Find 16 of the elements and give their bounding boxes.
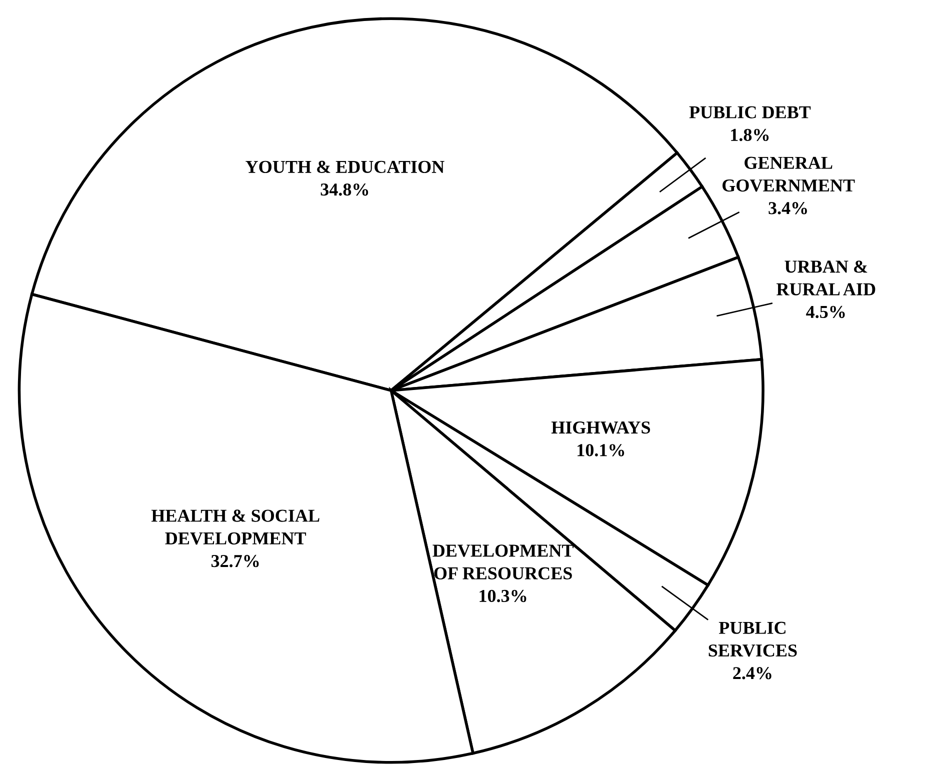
data-label: 10.1% [578, 444, 624, 456]
data-label: 34.8% [320, 183, 368, 196]
data-label: 4.5% [806, 306, 845, 318]
slice-label: PUBLIC DEBT [689, 106, 811, 118]
data-label: 32.7% [211, 554, 259, 568]
slice-label: DEVELOPMENT OF RESOURCES [432, 544, 574, 580]
slice-label: GENERAL GOVERNMENT [722, 156, 855, 192]
data-label: 3.4% [768, 202, 807, 214]
slice-label: HEALTH & SOCIAL DEVELOPMENT [151, 510, 320, 545]
slice-label: YOUTH & EDUCATION [246, 160, 444, 173]
slice-label: PUBLIC SERVICES [708, 622, 797, 657]
data-label: 2.4% [733, 667, 772, 680]
data-label: 10.3% [480, 590, 526, 602]
slice-label: HIGHWAYS [551, 421, 650, 434]
data-label: 1.8% [731, 128, 769, 142]
slice-label: URBAN & RURAL AID [776, 260, 876, 296]
